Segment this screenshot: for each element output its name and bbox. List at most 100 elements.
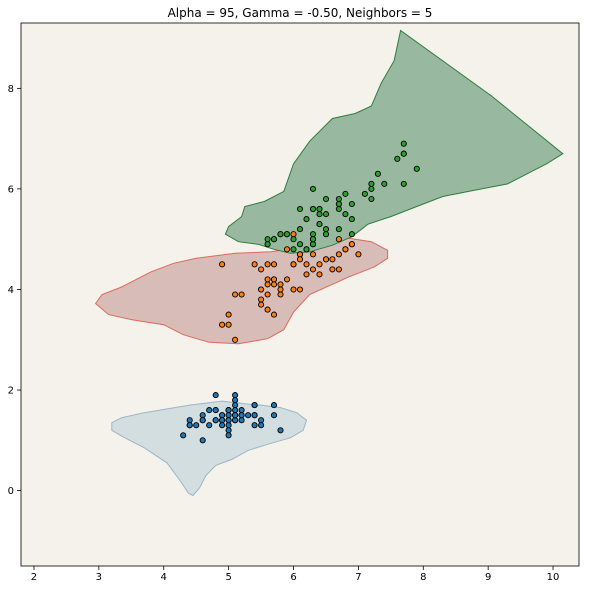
data-point-class-2	[219, 261, 226, 268]
data-point-class-1	[270, 402, 278, 409]
x-tick-label: 2	[31, 572, 37, 583]
data-point-class-3	[309, 236, 317, 243]
x-tick-label: 4	[161, 572, 167, 583]
data-point-class-2	[264, 306, 271, 313]
data-point-class-2	[335, 236, 342, 243]
data-point-class-1	[225, 422, 232, 429]
data-point-class-2	[290, 231, 297, 238]
decision-region-1	[111, 400, 308, 497]
x-tick-label: 5	[225, 572, 231, 583]
data-point-class-2	[283, 246, 291, 253]
data-point-class-2	[296, 286, 304, 293]
data-point-class-3	[322, 231, 330, 238]
data-point-class-1	[245, 412, 252, 419]
data-point-class-2	[303, 261, 310, 268]
data-point-class-2	[277, 291, 284, 298]
data-point-class-1	[277, 427, 284, 434]
data-point-class-3	[309, 205, 317, 213]
data-point-class-3	[322, 211, 330, 218]
data-point-class-1	[212, 417, 219, 424]
data-point-class-3	[374, 170, 381, 177]
data-point-class-2	[277, 281, 284, 288]
data-point-class-3	[335, 195, 342, 203]
data-point-class-3	[361, 190, 368, 197]
y-tick-label: 8	[8, 84, 14, 95]
data-points	[180, 140, 420, 444]
data-point-class-1	[225, 407, 232, 414]
data-point-class-3	[290, 246, 297, 253]
x-tick-label: 7	[355, 572, 361, 583]
data-point-class-3	[303, 246, 310, 253]
data-point-class-3	[309, 185, 317, 192]
data-point-class-1	[251, 402, 258, 409]
data-point-class-3	[400, 180, 407, 187]
data-point-class-1	[199, 437, 206, 444]
data-point-class-2	[270, 281, 278, 288]
data-point-class-1	[238, 412, 245, 419]
data-point-class-2	[329, 256, 336, 263]
data-point-class-3	[342, 211, 349, 218]
data-point-class-3	[316, 211, 323, 218]
data-point-class-1	[232, 402, 239, 409]
data-point-class-3	[400, 140, 407, 147]
data-point-class-1	[238, 417, 245, 424]
data-point-class-1	[199, 412, 206, 419]
data-point-class-2	[329, 266, 336, 273]
data-point-class-1	[251, 422, 258, 429]
data-point-class-2	[251, 261, 258, 268]
data-point-class-3	[290, 236, 297, 243]
decision-region-2	[94, 237, 389, 345]
data-point-class-3	[270, 236, 278, 243]
data-point-class-1	[251, 412, 258, 419]
data-point-class-2	[277, 286, 284, 293]
data-point-class-1	[225, 432, 232, 439]
x-tick-label: 10	[547, 572, 560, 583]
data-point-class-2	[264, 261, 271, 268]
data-point-class-1	[258, 422, 265, 429]
x-tick-label: 3	[96, 572, 102, 583]
data-point-class-3	[348, 231, 355, 238]
y-tick-label: 6	[8, 184, 14, 195]
data-point-class-3	[394, 155, 401, 162]
data-point-class-3	[400, 150, 407, 157]
data-point-class-2	[342, 246, 349, 253]
data-point-class-3	[303, 216, 310, 223]
data-point-class-1	[206, 422, 213, 429]
data-point-class-2	[270, 276, 278, 283]
data-point-class-3	[348, 216, 355, 223]
data-point-class-2	[355, 251, 362, 258]
data-point-class-1	[225, 427, 232, 434]
data-point-class-1	[232, 392, 239, 399]
data-point-class-1	[219, 412, 226, 419]
data-point-class-2	[296, 251, 304, 258]
data-point-class-1	[232, 397, 239, 404]
data-point-class-3	[368, 195, 375, 203]
data-point-class-3	[264, 241, 271, 248]
data-point-class-3	[335, 200, 342, 208]
data-point-class-2	[335, 251, 342, 258]
data-point-class-1	[232, 412, 239, 419]
data-point-class-3	[413, 165, 420, 172]
data-point-class-1	[232, 407, 239, 414]
data-point-class-1	[212, 407, 219, 414]
data-point-class-3	[309, 241, 317, 248]
data-point-class-2	[335, 266, 342, 273]
data-point-class-2	[309, 266, 317, 273]
data-point-class-3	[335, 226, 342, 233]
x-tick-label: 8	[420, 572, 426, 583]
data-point-class-1	[219, 422, 226, 429]
data-point-class-2	[258, 296, 265, 303]
decision-region-3	[224, 29, 564, 254]
data-point-class-3	[348, 200, 355, 208]
x-tick-label: 6	[290, 572, 296, 583]
data-point-class-3	[309, 231, 317, 238]
data-point-class-2	[296, 256, 304, 263]
data-point-class-2	[270, 311, 278, 318]
plot-frame	[20, 22, 580, 567]
data-point-class-3	[322, 226, 330, 233]
y-tick-label: 0	[8, 486, 14, 497]
data-point-class-2	[225, 311, 232, 318]
data-point-class-2	[258, 266, 265, 273]
data-point-class-3	[368, 185, 375, 192]
data-point-class-3	[264, 236, 271, 243]
